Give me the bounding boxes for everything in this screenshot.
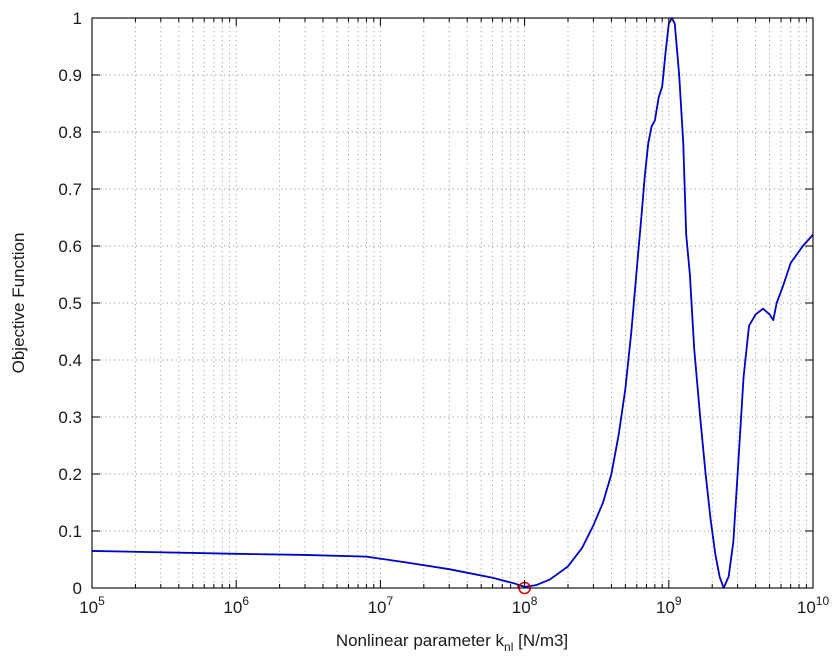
- y-tick-label: 0.4: [58, 351, 82, 370]
- y-tick-label: 0.6: [58, 237, 82, 256]
- x-tick-labels: 105 106 107 108 109 1010: [79, 594, 829, 617]
- series-layer: [91, 17, 814, 589]
- y-tick-label: 0.1: [58, 522, 82, 541]
- x-tick-label: 1010: [797, 594, 830, 617]
- x-tick-label: 106: [223, 594, 249, 617]
- x-tick-label: 107: [368, 594, 394, 617]
- x-axis-label: Nonlinear parameter knl [N/m3]: [336, 631, 568, 654]
- x-tick-label: 105: [79, 594, 105, 617]
- y-tick-label: 0.8: [58, 123, 82, 142]
- y-tick-label: 0.9: [58, 66, 82, 85]
- y-tick-label: 1: [73, 9, 82, 28]
- x-axis-label-main: Nonlinear parameter k: [336, 631, 505, 650]
- tick-marks: [91, 17, 814, 589]
- y-tick-label: 0.7: [58, 180, 82, 199]
- y-tick-labels: 0 0.1 0.2 0.3 0.4 0.5 0.6 0.7 0.8 0.9 1: [58, 9, 82, 598]
- x-axis-label-unit: [N/m3]: [513, 631, 568, 650]
- x-tick-label: 109: [656, 594, 682, 617]
- y-tick-label: 0.3: [58, 408, 82, 427]
- y-tick-label: 0.5: [58, 294, 82, 313]
- objective-function-line: [91, 17, 814, 589]
- y-tick-label: 0: [73, 579, 82, 598]
- y-tick-label: 0.2: [58, 465, 82, 484]
- x-tick-label: 108: [512, 594, 538, 617]
- y-axis-label: Objective Function: [9, 233, 28, 374]
- x-axis-label-subscript: nl: [504, 640, 513, 654]
